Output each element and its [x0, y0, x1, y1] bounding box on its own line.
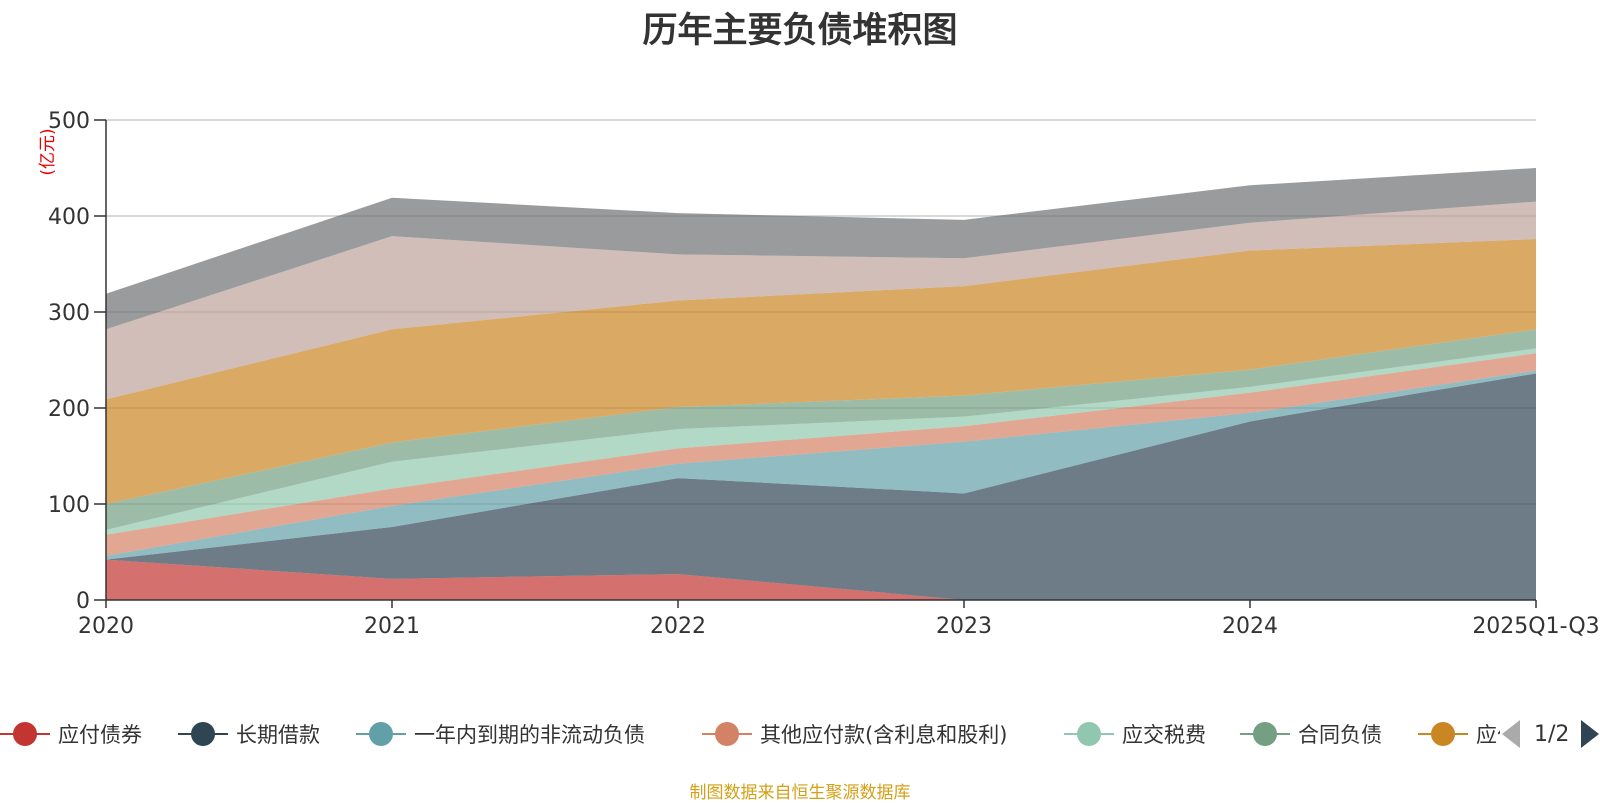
- x-tick-label: 2025Q1-Q3: [1472, 614, 1599, 639]
- legend-marker-icon: [0, 722, 50, 746]
- legend-item[interactable]: 合同负债: [1240, 714, 1382, 754]
- legend-item[interactable]: 长期借款: [178, 714, 320, 754]
- legend-pager: 1/2: [1500, 714, 1600, 754]
- axes: 0 100 200 300 400 500 2020 2021 2022 2023 2024 2025…: [48, 109, 1600, 639]
- y-axis-unit: (亿元): [37, 128, 58, 176]
- legend-label: 合同负债: [1298, 723, 1382, 747]
- legend-marker-icon: [1240, 722, 1290, 746]
- chart-title: 历年主要负债堆积图: [642, 11, 958, 51]
- area-合同负债: [106, 329, 1536, 530]
- x-tick-label: 2024: [1222, 614, 1278, 639]
- legend-label: 应付账款: [1476, 723, 1500, 747]
- legend-marker-icon: [1064, 722, 1114, 746]
- x-tick-label: 2022: [650, 614, 706, 639]
- area-应付债券: [106, 559, 1536, 600]
- y-tick-label: 500: [48, 109, 90, 134]
- legend-item[interactable]: 应交税费: [1064, 714, 1206, 754]
- y-tick-label: 0: [76, 589, 90, 614]
- y-tick-label: 300: [48, 301, 90, 326]
- y-tick-label: 100: [48, 493, 90, 518]
- legend-marker-icon: [1418, 722, 1468, 746]
- x-tick-label: 2021: [364, 614, 420, 639]
- legend-label: 长期借款: [236, 723, 320, 747]
- legend: 应付债券 长期借款 一年内到期的非流动负债 其他应付款(含利息和股利) 应交税费 合同负债…: [0, 714, 1500, 754]
- y-tick-label: 200: [48, 397, 90, 422]
- x-tick-label: 2020: [78, 614, 134, 639]
- area-应付账款: [106, 239, 1536, 505]
- legend-marker-icon: [356, 722, 406, 746]
- legend-prev-page-icon[interactable]: [1502, 720, 1520, 748]
- legend-marker-icon: [178, 722, 228, 746]
- x-tick-label: 2023: [936, 614, 992, 639]
- legend-item[interactable]: 其他应付款(含利息和股利): [702, 714, 1007, 754]
- legend-label: 应交税费: [1122, 723, 1206, 747]
- legend-next-page-icon[interactable]: [1581, 720, 1600, 748]
- legend-label: 一年内到期的非流动负债: [414, 723, 645, 747]
- legend-page-indicator: 1/2: [1534, 721, 1570, 747]
- legend-marker-icon: [702, 722, 752, 746]
- legend-label: 应付债券: [58, 723, 142, 747]
- legend-item[interactable]: 一年内到期的非流动负债: [356, 714, 645, 754]
- area-应交税费: [106, 348, 1536, 535]
- area-长期借款: [106, 373, 1536, 600]
- area-短期借款: [106, 201, 1536, 400]
- area-其他负债: [106, 168, 1536, 330]
- legend-item[interactable]: 应付债券: [0, 714, 142, 754]
- area-series: [106, 168, 1536, 600]
- area-其他应付款(含利息和股利): [106, 353, 1536, 556]
- data-source-note: 制图数据来自恒生聚源数据库: [689, 783, 911, 803]
- y-tick-label: 400: [48, 205, 90, 230]
- legend-item[interactable]: 应付账款: [1418, 714, 1500, 754]
- area-一年内到期的非流动负债: [106, 370, 1536, 560]
- legend-label: 其他应付款(含利息和股利): [760, 723, 1008, 747]
